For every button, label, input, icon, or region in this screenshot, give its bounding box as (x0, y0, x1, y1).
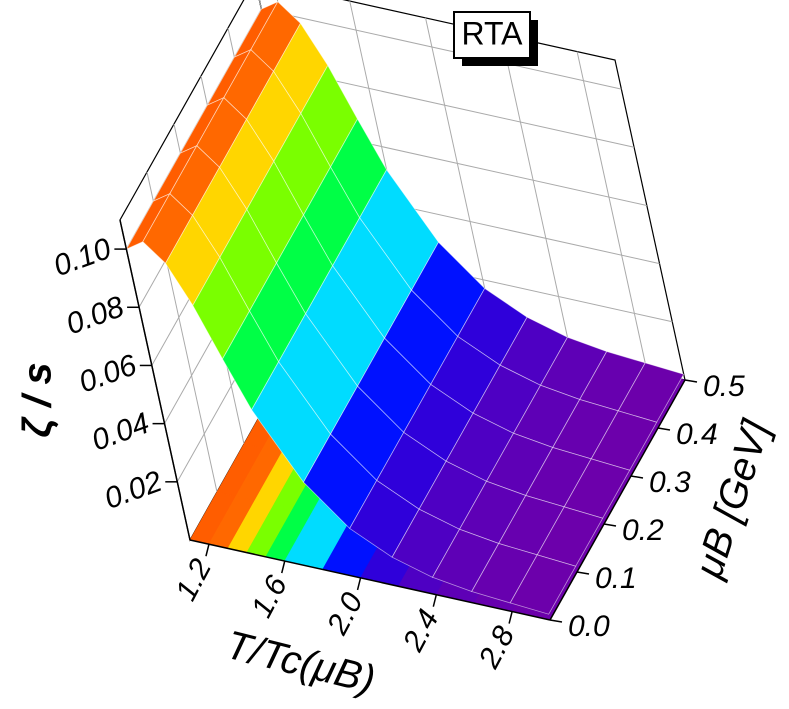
chart-title: RTA (461, 15, 523, 51)
x-tick (508, 611, 513, 624)
y-tick (603, 523, 617, 527)
axis-line (549, 379, 686, 621)
z-tick-label: 0.08 (62, 290, 128, 341)
z-tick-label: 0.02 (100, 465, 166, 516)
y-tick (657, 427, 671, 431)
y-tick-label: 0.4 (676, 418, 718, 451)
surface-cell (509, 554, 577, 615)
z-tick-label: 0.06 (75, 348, 141, 399)
y-tick-label: 0.2 (622, 514, 664, 547)
x-tick-label: 2.4 (396, 604, 445, 657)
grid-line (500, 34, 572, 355)
axis-line (189, 539, 551, 621)
y-tick (549, 619, 563, 623)
x-axis-title: T/Tc(μB) (222, 623, 380, 702)
y-tick (684, 379, 698, 383)
z-axis-title: ζ / s (16, 362, 60, 437)
x-tick-label: 2.0 (321, 587, 370, 640)
x-tick-label: 2.8 (472, 621, 521, 674)
x-tick (205, 544, 210, 557)
z-tick-label: 0.10 (49, 232, 115, 283)
axis-line (119, 219, 191, 541)
title-box (453, 11, 531, 59)
grid-line (576, 51, 648, 372)
y-tick (576, 571, 590, 575)
y-tick-label: 0.0 (568, 610, 610, 643)
y-tick-label: 0.1 (595, 562, 637, 595)
surface-layer (125, 0, 685, 615)
x-tick (432, 594, 438, 607)
x-tick (281, 560, 286, 574)
x-tick-label: 1.2 (169, 553, 218, 606)
y-tick-label: 0.5 (703, 370, 745, 403)
x-tick (356, 577, 362, 591)
y-tick (630, 475, 644, 479)
y-tick-label: 0.3 (649, 466, 691, 499)
z-tick-label: 0.04 (87, 407, 153, 458)
grid-line (425, 17, 497, 339)
x-tick-label: 1.6 (245, 570, 294, 623)
